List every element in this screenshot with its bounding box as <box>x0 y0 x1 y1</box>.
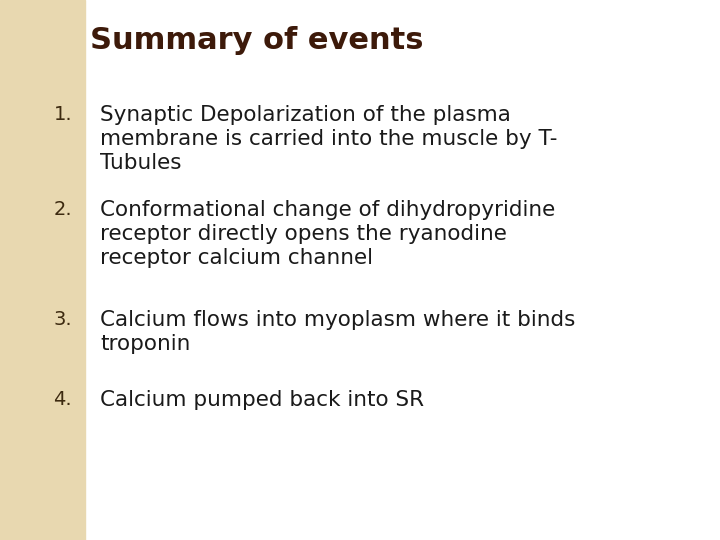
Bar <box>0 0 85 540</box>
Text: 2.: 2. <box>53 200 72 219</box>
Text: Calcium flows into myoplasm where it binds
troponin: Calcium flows into myoplasm where it bin… <box>100 310 575 354</box>
Text: 4.: 4. <box>53 390 72 409</box>
Text: 1.: 1. <box>53 105 72 124</box>
Text: Calcium pumped back into SR: Calcium pumped back into SR <box>100 390 424 410</box>
Text: Conformational change of dihydropyridine
receptor directly opens the ryanodine
r: Conformational change of dihydropyridine… <box>100 200 555 268</box>
Text: 3.: 3. <box>53 310 72 329</box>
Text: Summary of events: Summary of events <box>90 26 423 55</box>
Text: Synaptic Depolarization of the plasma
membrane is carried into the muscle by T-
: Synaptic Depolarization of the plasma me… <box>100 105 557 173</box>
